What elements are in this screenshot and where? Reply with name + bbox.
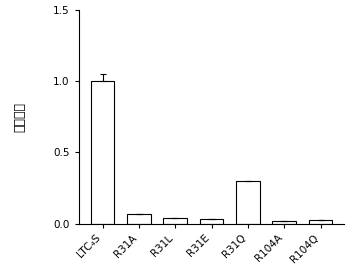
Bar xyxy=(309,220,332,224)
Bar xyxy=(272,221,296,224)
Bar xyxy=(91,81,114,224)
Text: 相対活性: 相対活性 xyxy=(14,102,27,131)
Bar xyxy=(236,181,260,224)
Bar xyxy=(200,218,223,224)
Bar xyxy=(163,218,187,224)
Bar xyxy=(127,214,151,224)
